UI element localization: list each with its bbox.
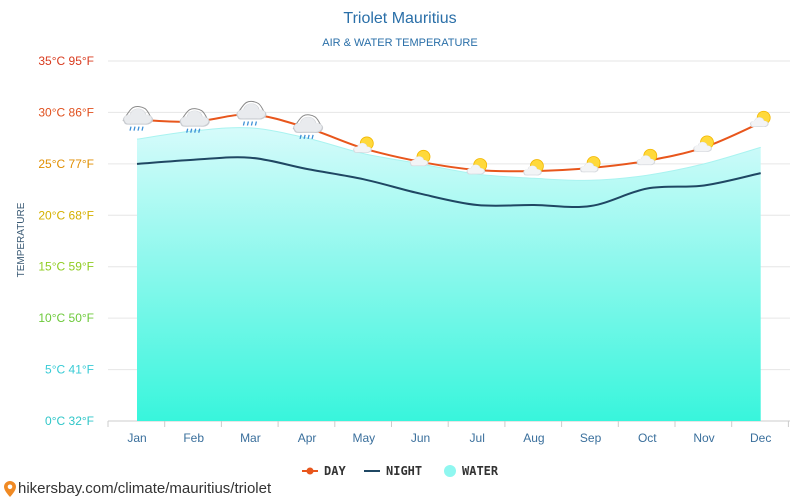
y-tick-label: 20°C 68°F [38, 208, 94, 222]
legend-label-night: NIGHT [386, 464, 422, 478]
temperature-chart: Triolet Mauritius AIR & WATER TEMPERATUR… [16, 10, 790, 478]
rain-cloud-icon [292, 114, 324, 140]
x-tick-label: Nov [693, 431, 714, 445]
x-tick-label: Dec [750, 431, 771, 445]
sun-cloud-icon [466, 158, 488, 175]
x-tick-label: Jan [127, 431, 146, 445]
sun-cloud-icon [636, 148, 658, 166]
legend-item-night: NIGHT [364, 464, 422, 478]
footer: hikersbay.com/climate/mauritius/triolet [4, 480, 271, 497]
legend-label-water: WATER [462, 464, 499, 478]
location-pin-icon [4, 480, 16, 497]
y-tick-label: 0°C 32°F [45, 414, 94, 428]
x-tick-label: Apr [298, 431, 317, 445]
water-series-area [137, 127, 761, 422]
x-tick-label: Jun [411, 431, 430, 445]
legend-item-water: WATER [444, 464, 499, 478]
x-tick-label: Oct [638, 431, 657, 445]
x-tick-labels: Jan Feb Mar Apr May Jun Jul Aug Sep Oct Nov Dec [127, 431, 771, 445]
rain-cloud-icon [122, 106, 153, 131]
night-series-line [136, 156, 761, 209]
y-tick-label: 25°C 77°F [38, 157, 94, 171]
legend-label-day: DAY [324, 464, 346, 478]
x-tick-label: Mar [240, 431, 261, 445]
water-series-edge [136, 127, 761, 181]
y-tick-label: 10°C 50°F [38, 311, 94, 325]
footer-link[interactable]: hikersbay.com/climate/mauritius/triolet [18, 480, 272, 497]
sun-cloud-icon [579, 156, 601, 173]
sun-cloud-icon [693, 135, 714, 152]
x-tick-label: Jul [470, 431, 485, 445]
weather-icons-layer [122, 100, 771, 176]
x-tick-label: Sep [580, 431, 602, 445]
sun-cloud-icon [353, 136, 374, 153]
legend: DAY NIGHT WATER [302, 464, 499, 478]
sun-cloud-icon [523, 159, 544, 176]
chart-title: Triolet Mauritius [343, 10, 456, 27]
water-area-layer [136, 127, 761, 422]
rain-cloud-icon [235, 100, 267, 126]
y-tick-label: 35°C 95°F [38, 54, 94, 68]
x-tick-label: May [352, 431, 375, 445]
rain-cloud-icon [179, 108, 210, 133]
y-tick-label: 30°C 86°F [38, 105, 94, 119]
sun-cloud-icon [750, 110, 771, 128]
legend-item-day: DAY [302, 464, 346, 478]
x-tick-label: Feb [183, 431, 204, 445]
y-tick-label: 15°C 59°F [38, 260, 94, 274]
y-axis-label: TEMPERATURE [16, 202, 27, 277]
sun-cloud-icon [409, 149, 431, 167]
chart-subtitle: AIR & WATER TEMPERATURE [322, 37, 477, 49]
y-tick-labels: 0°C 32°F 5°C 41°F 10°C 50°F 15°C 59°F 20°C 6… [38, 54, 94, 428]
y-tick-label: 5°C 41°F [45, 363, 94, 377]
x-tick-label: Aug [523, 431, 544, 445]
